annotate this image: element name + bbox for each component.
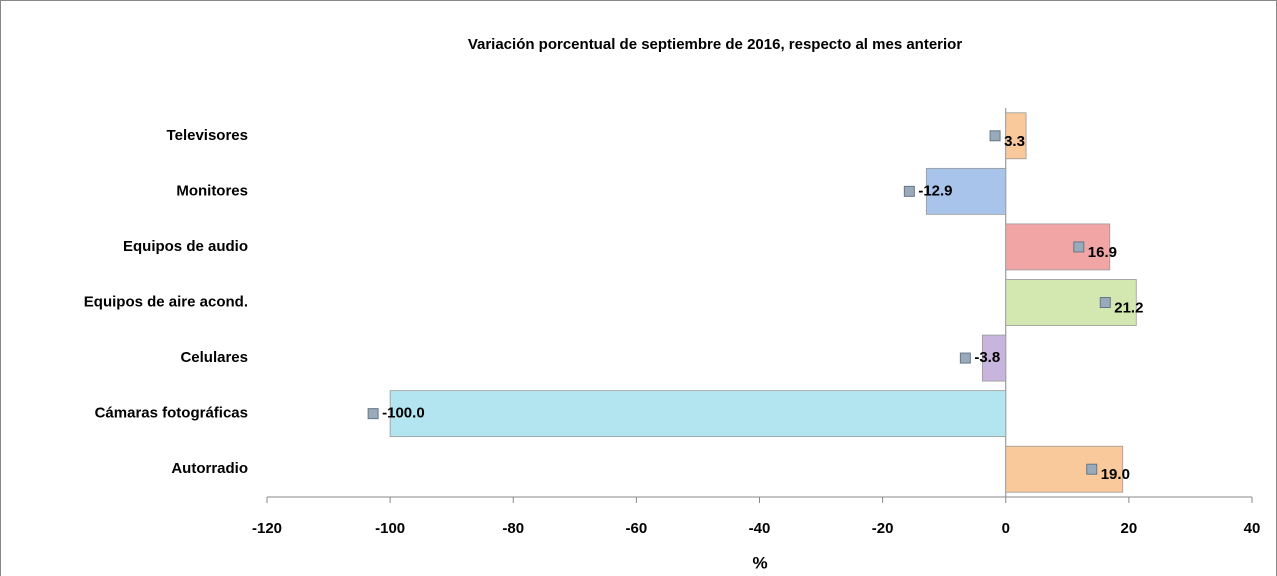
value-label: 21.2 bbox=[1114, 299, 1143, 316]
bar bbox=[1005, 279, 1137, 326]
x-tick-label: -120 bbox=[252, 520, 282, 537]
x-tick-label: -80 bbox=[502, 520, 524, 537]
value-label: 16.9 bbox=[1088, 244, 1117, 261]
value-label: -12.9 bbox=[918, 182, 952, 199]
label-marker bbox=[989, 130, 1001, 142]
x-tick-label: 40 bbox=[1244, 520, 1261, 537]
label-marker bbox=[959, 352, 971, 364]
y-tick-label: Televisores bbox=[167, 127, 248, 144]
y-tick-label: Monitores bbox=[176, 182, 248, 199]
chart-title: Variación porcentual de septiembre de 20… bbox=[468, 36, 963, 53]
label-marker bbox=[1086, 463, 1098, 475]
y-tick-label: Autorradio bbox=[171, 460, 248, 477]
y-tick-label: Cámaras fotográficas bbox=[95, 405, 248, 422]
x-tick-label: -20 bbox=[872, 520, 894, 537]
value-label: 3.3 bbox=[1004, 133, 1025, 150]
bar bbox=[1005, 223, 1111, 271]
bar bbox=[389, 390, 1007, 438]
label-marker bbox=[367, 408, 379, 420]
bar bbox=[1005, 445, 1124, 493]
x-tick-label: -40 bbox=[749, 520, 771, 537]
x-axis-label: % bbox=[752, 553, 767, 572]
x-tick-label: -100 bbox=[375, 520, 405, 537]
y-tick-label: Celulares bbox=[180, 349, 248, 366]
x-tick-label: 20 bbox=[1121, 520, 1138, 537]
label-marker bbox=[1073, 241, 1085, 253]
value-label: 19.0 bbox=[1101, 466, 1130, 483]
value-label: -100.0 bbox=[382, 405, 425, 422]
value-label: -3.8 bbox=[974, 349, 1000, 366]
bar bbox=[981, 334, 1007, 382]
y-tick-label: Equipos de aire acond. bbox=[84, 293, 248, 310]
label-marker bbox=[903, 185, 915, 197]
label-marker bbox=[1099, 297, 1111, 308]
x-tick-label: -60 bbox=[626, 520, 648, 537]
bar bbox=[1005, 112, 1027, 160]
y-tick-label: Equipos de audio bbox=[123, 238, 248, 255]
bar bbox=[925, 167, 1007, 215]
x-tick-label: 0 bbox=[1002, 520, 1010, 537]
